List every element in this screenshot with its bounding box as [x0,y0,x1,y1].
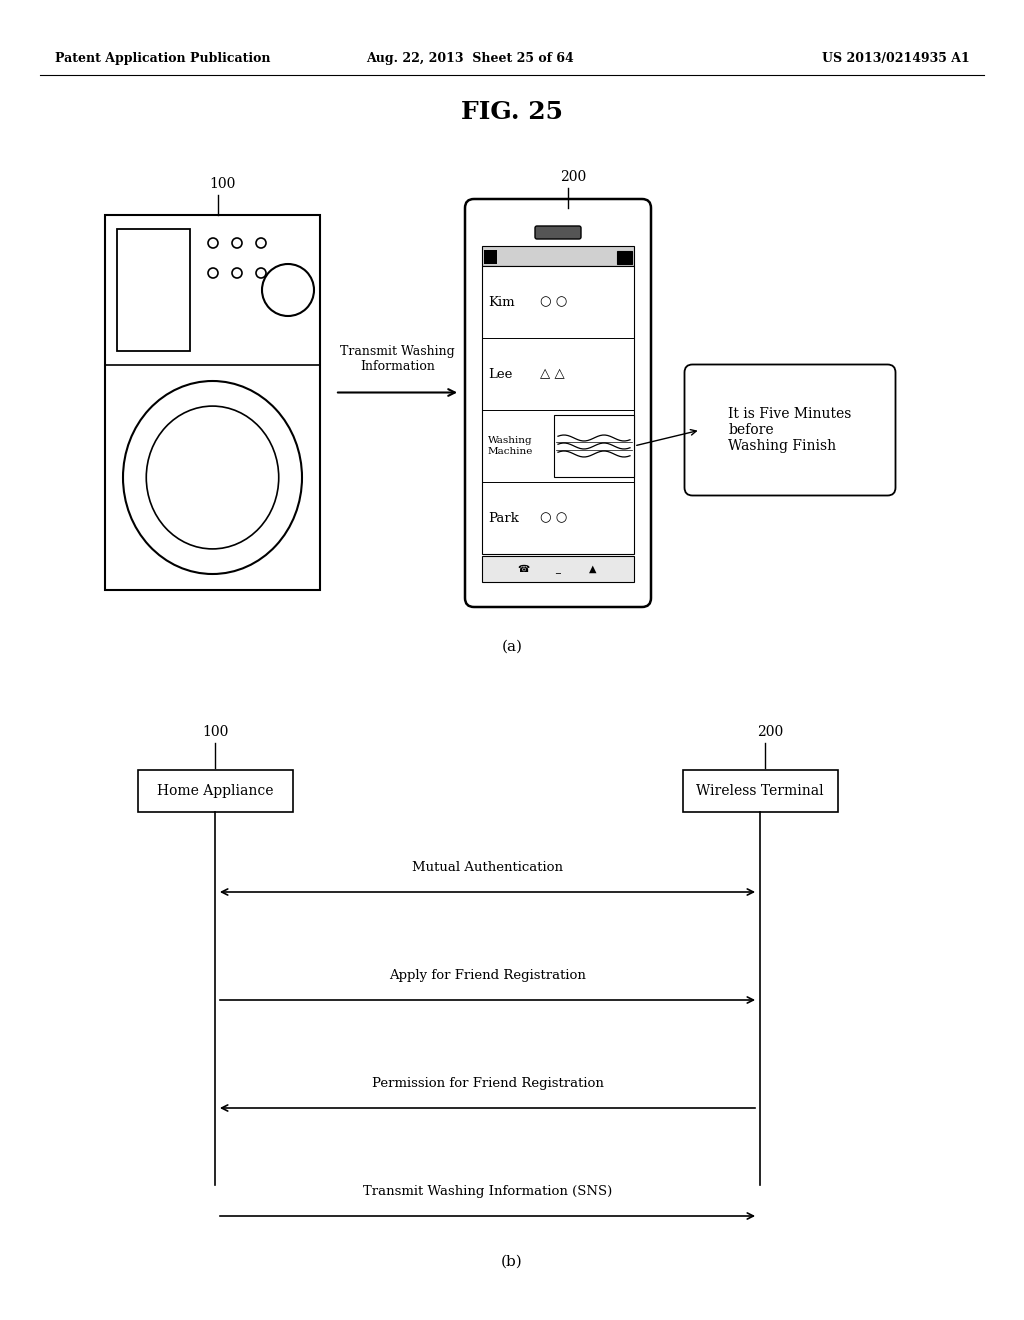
Text: 200: 200 [757,725,783,739]
Text: Patent Application Publication: Patent Application Publication [55,51,270,65]
Bar [482,267,634,554]
Text: ○ ○: ○ ○ [540,296,567,309]
Text: _: _ [556,564,560,574]
Bar [137,770,293,812]
Circle shape [232,268,242,279]
Bar [617,251,632,264]
Text: Apply for Friend Registration: Apply for Friend Registration [389,969,586,982]
Circle shape [256,238,266,248]
FancyBboxPatch shape [684,364,896,495]
Circle shape [208,268,218,279]
Bar [482,246,634,267]
Bar [484,249,497,264]
Text: FIG. 25: FIG. 25 [461,100,563,124]
Text: Transmit Washing Information (SNS): Transmit Washing Information (SNS) [362,1185,612,1199]
Text: ○ ○: ○ ○ [540,511,567,524]
Text: Park: Park [488,511,519,524]
FancyBboxPatch shape [465,199,651,607]
FancyBboxPatch shape [535,226,581,239]
Text: Washing
Machine: Washing Machine [488,437,534,455]
Text: 200: 200 [560,170,586,183]
Text: Transmit Washing
Information: Transmit Washing Information [340,345,455,372]
Bar [683,770,838,812]
Text: Permission for Friend Registration: Permission for Friend Registration [372,1077,603,1090]
Text: Mutual Authentication: Mutual Authentication [412,861,563,874]
Text: (a): (a) [502,640,522,653]
Text: Aug. 22, 2013  Sheet 25 of 64: Aug. 22, 2013 Sheet 25 of 64 [367,51,573,65]
Text: It is Five Minutes
before
Washing Finish: It is Five Minutes before Washing Finish [728,407,852,453]
Circle shape [262,264,314,315]
Ellipse shape [146,407,279,549]
Text: Home Appliance: Home Appliance [157,784,273,799]
Circle shape [208,238,218,248]
Text: 100: 100 [209,177,236,191]
Bar [117,228,190,351]
Text: ☎: ☎ [517,564,529,574]
Text: 100: 100 [202,725,228,739]
Text: ▲: ▲ [589,564,597,574]
Bar [105,215,319,590]
Ellipse shape [123,381,302,574]
Bar [482,556,634,582]
Circle shape [232,238,242,248]
Text: US 2013/0214935 A1: US 2013/0214935 A1 [822,51,970,65]
Text: Wireless Terminal: Wireless Terminal [696,784,824,799]
Text: Lee: Lee [488,367,512,380]
Text: Kim: Kim [488,296,515,309]
Circle shape [256,268,266,279]
Text: △ △: △ △ [540,367,565,380]
Bar [554,414,634,477]
Text: (b): (b) [501,1255,523,1269]
